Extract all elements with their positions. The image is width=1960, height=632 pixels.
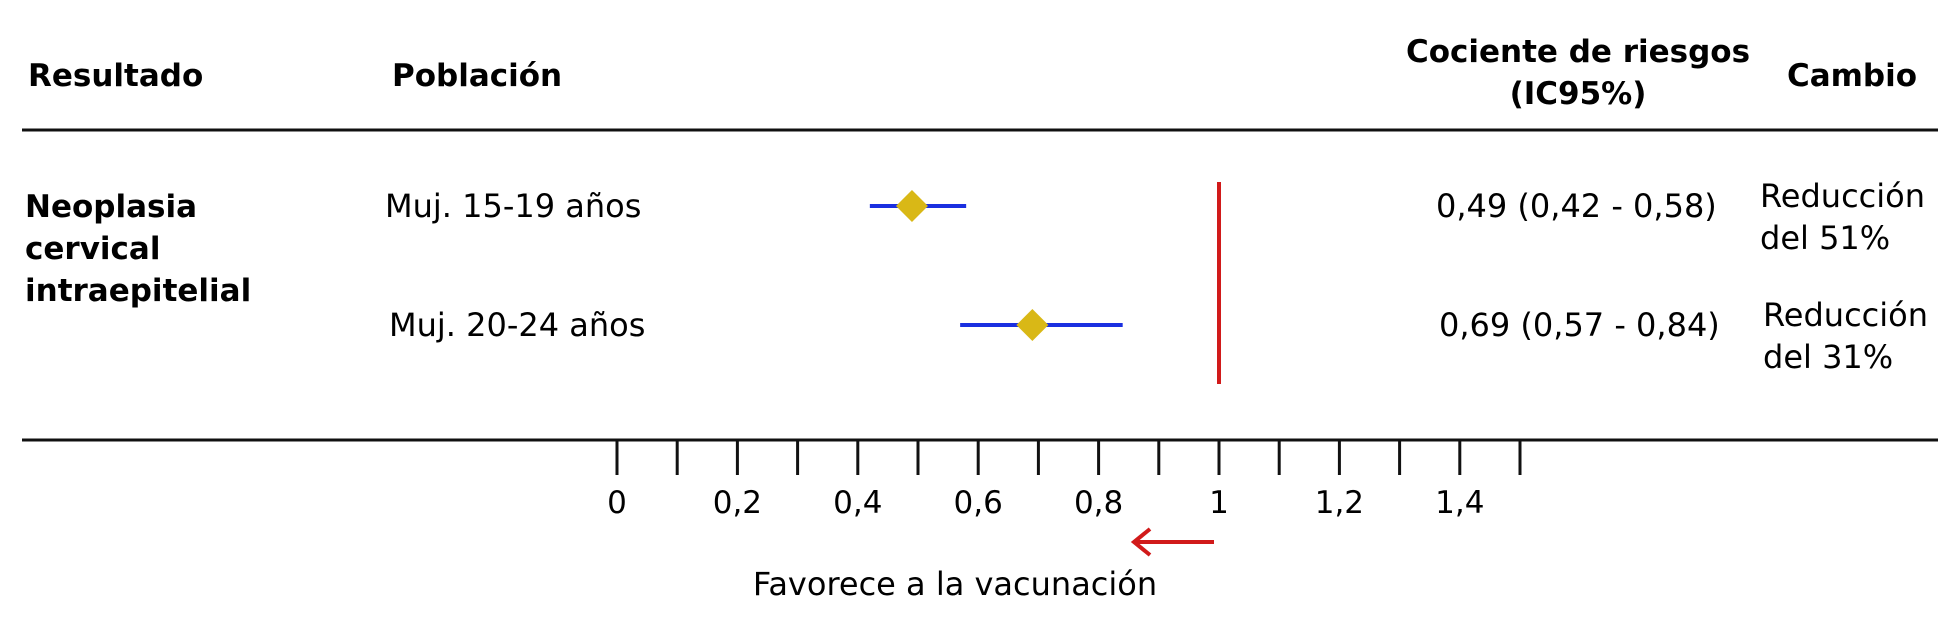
plot-marks	[869, 182, 1221, 384]
row-1-change-line2: del 51%	[1760, 219, 1890, 257]
tick-label-4: 0,8	[1074, 485, 1123, 521]
outcome-label-line2: cervical	[25, 231, 160, 267]
row-2-change-line2: del 31%	[1763, 338, 1893, 376]
tick-label-0: 0	[607, 485, 627, 521]
point-estimate-row-1	[895, 190, 928, 222]
tick-label-6: 1,2	[1315, 485, 1364, 521]
header-population: Población	[392, 58, 562, 94]
row-2-ratio: 0,69 (0,57 - 0,84)	[1439, 306, 1720, 344]
favors-annotation: Favorece a la vacunación	[753, 565, 1157, 603]
row-1-change-line1: Reducción	[1760, 177, 1925, 215]
tick-label-1: 0,2	[713, 485, 762, 521]
outcome-label-line3: intraepitelial	[25, 273, 251, 309]
tick-label-2: 0,4	[833, 485, 882, 521]
tick-label-3: 0,6	[954, 485, 1003, 521]
header-change: Cambio	[1787, 58, 1917, 94]
header-ratio-ci: (IC95%)	[1510, 76, 1647, 112]
row-2-change-line1: Reducción	[1763, 296, 1928, 334]
row-1-ratio: 0,49 (0,42 - 0,58)	[1436, 187, 1717, 225]
header-ratio: Cociente de riesgos	[1406, 34, 1750, 70]
row-1-population: Muj. 15-19 años	[385, 187, 641, 225]
outcome-label-line1: Neoplasia	[25, 189, 197, 225]
header-result: Resultado	[28, 58, 203, 94]
row-2-population: Muj. 20-24 años	[389, 306, 645, 344]
tick-label-5: 1	[1209, 485, 1229, 521]
axis-ticks: 0 0,2 0,4 0,6 0,8 1 1,2 1,4	[607, 440, 1522, 521]
favors-arrow	[1130, 527, 1214, 557]
point-estimate-row-2	[1016, 309, 1049, 341]
tick-label-7: 1,4	[1435, 485, 1484, 521]
